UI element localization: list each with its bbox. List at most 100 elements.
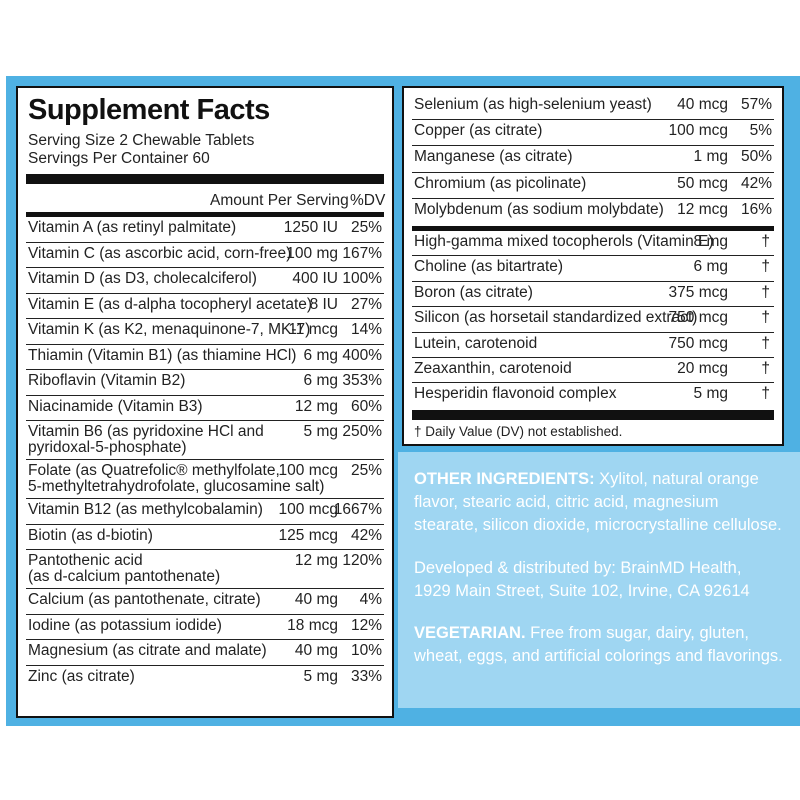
- nutrient-amount: 6 mg: [303, 372, 338, 389]
- nutrient-row: Vitamin C (as ascorbic acid, corn-free) 1…: [26, 243, 384, 268]
- nutrient-row: Selenium (as high-selenium yeast) 40 mcg 5…: [412, 94, 774, 121]
- nutrient-name: Molybdenum (as sodium molybdate): [414, 200, 664, 218]
- nutrient-name: Selenium (as high-selenium yeast): [414, 96, 652, 113]
- nutrient-amount: 100 mcg: [278, 501, 338, 518]
- nutrient-row: Vitamin K (as K2, menaquinone-7, MK-7) 11…: [26, 319, 384, 345]
- nutrient-dv: 100%: [342, 270, 382, 287]
- nutrient-row: Zeaxanthin, carotenoid 20 mcg †: [412, 358, 774, 384]
- nutrient-name: Zinc (as citrate): [28, 667, 135, 685]
- nutrient-name: Chromium (as picolinate): [414, 174, 587, 192]
- nutrient-amount: 50 mcg: [677, 174, 728, 192]
- nutrient-name: Vitamin D (as D3, cholecalciferol): [28, 270, 257, 287]
- nutrient-dv: 14%: [350, 321, 382, 338]
- supplement-facts-panel: Supplement Facts Serving Size 2 Chewable…: [16, 86, 394, 718]
- nutrient-name: Thiamin (Vitamin B1) (as thiamine HCl): [28, 346, 297, 364]
- nutrient-name: Manganese (as citrate): [414, 148, 573, 166]
- bottom-divider: [412, 410, 774, 420]
- nutrient-name: Hesperidin flavonoid complex: [414, 385, 617, 403]
- nutrient-name-line2: 5-methyltetrahydrofolate, glucosamine sa…: [28, 478, 325, 495]
- nutrient-dv: 353%: [342, 372, 382, 389]
- nutrient-amount: 375 mcg: [668, 283, 728, 301]
- nutrient-dv: †: [761, 283, 770, 301]
- nutrient-table-left: Vitamin A (as retinyl palmitate) 1250 IU 2…: [26, 217, 384, 691]
- nutrient-row: Niacinamide (Vitamin B3) 12 mg 60%: [26, 396, 384, 421]
- nutrient-name: Vitamin B6 (as pyridoxine HCl and: [28, 423, 264, 440]
- header-divider: [26, 212, 384, 217]
- nutrient-name: High-gamma mixed tocopherols (Vitamin E): [414, 233, 714, 250]
- nutrient-dv: 50%: [740, 148, 772, 166]
- nutrient-dv: 167%: [342, 244, 382, 262]
- nutrient-dv: †: [761, 233, 770, 250]
- nutrient-row: Folate (as Quatrefolic® methylfolate, 5-m…: [26, 460, 384, 499]
- dv-footnote: † Daily Value (DV) not established.: [414, 424, 623, 439]
- nutrient-amount: 20 mcg: [677, 359, 728, 377]
- nutrient-name: Lutein, carotenoid: [414, 334, 538, 352]
- nutrient-amount: 750 mcg: [668, 309, 728, 327]
- nutrient-amount: 8 IU: [309, 295, 338, 313]
- nutrient-row: Vitamin E (as d-alpha tocopheryl acetate…: [26, 294, 384, 319]
- nutrient-dv: 400%: [342, 346, 382, 364]
- nutrient-row: Pantothenic acid (as d-calcium pantothena…: [26, 550, 384, 589]
- other-ingredients-text: Xylitol, natural orange flavor, stearic …: [414, 470, 782, 534]
- nutrient-name: Vitamin C (as ascorbic acid, corn-free): [28, 244, 292, 262]
- nutrient-row: Manganese (as citrate) 1 mg 50%: [412, 146, 774, 173]
- nutrient-dv: 10%: [350, 642, 382, 659]
- nutrient-name: Riboflavin (Vitamin B2): [28, 372, 186, 389]
- nutrient-dv: 57%: [740, 96, 772, 113]
- nutrient-name: Vitamin E (as d-alpha tocopheryl acetate…: [28, 295, 313, 313]
- nutrient-row: Vitamin B6 (as pyridoxine HCl and pyridox…: [26, 421, 384, 460]
- nutrient-amount: 11 mcg: [288, 321, 338, 338]
- nutrient-row: Biotin (as d-biotin) 125 mcg 42%: [26, 525, 384, 550]
- nutrient-name: Magnesium (as citrate and malate): [28, 642, 267, 659]
- nutrient-row: Chromium (as picolinate) 50 mcg 42%: [412, 173, 774, 199]
- panel-title: Supplement Facts: [28, 94, 270, 126]
- nutrient-name: Vitamin K (as K2, menaquinone-7, MK-7): [28, 321, 311, 338]
- nutrient-name: Boron (as citrate): [414, 283, 533, 301]
- nutrient-row: Hesperidin flavonoid complex 5 mg †: [412, 383, 774, 408]
- nutrient-dv: 12%: [350, 616, 382, 634]
- nutrient-amount: 125 mcg: [278, 526, 338, 544]
- nutrient-row: Lutein, carotenoid 750 mcg †: [412, 333, 774, 358]
- nutrient-amount: 100 mcg: [668, 122, 728, 140]
- nutrient-amount: 40 mcg: [677, 96, 728, 113]
- dv-header: %DV: [350, 192, 386, 209]
- nutrient-row: Calcium (as pantothenate, citrate) 40 mg 4…: [26, 589, 384, 615]
- nutrient-row: Iodine (as potassium iodide) 18 mcg 12%: [26, 615, 384, 640]
- nutrient-amount: 12 mg: [294, 552, 338, 569]
- nutrient-name: Vitamin B12 (as methylcobalamin): [28, 501, 263, 518]
- nutrient-amount: 750 mcg: [668, 334, 728, 352]
- nutrient-dv: 27%: [350, 295, 382, 313]
- nutrient-row: Copper (as citrate) 100 mcg 5%: [412, 120, 774, 147]
- nutrient-amount: 6 mg: [303, 346, 338, 364]
- nutrient-amount: 1250 IU: [283, 219, 338, 236]
- nutrient-amount: 1 mg: [693, 148, 728, 166]
- mineral-table: Selenium (as high-selenium yeast) 40 mcg 5…: [412, 94, 774, 225]
- nutrient-dv: 33%: [350, 667, 382, 685]
- nutrient-name: Folate (as Quatrefolic® methylfolate,: [28, 462, 280, 479]
- nutrient-amount: 400 IU: [292, 270, 338, 287]
- nutrient-name: Copper (as citrate): [414, 122, 543, 140]
- nutrient-dv: †: [761, 334, 770, 352]
- vegetarian-label: VEGETARIAN.: [414, 624, 526, 642]
- nutrient-dv: †: [761, 359, 770, 377]
- nutrient-row: Vitamin A (as retinyl palmitate) 1250 IU 2…: [26, 217, 384, 243]
- nutrient-name: Zeaxanthin, carotenoid: [414, 359, 572, 377]
- nutrient-amount: 40 mg: [294, 642, 338, 659]
- nutrient-dv: 16%: [740, 200, 772, 218]
- nutrient-row: Riboflavin (Vitamin B2) 6 mg 353%: [26, 370, 384, 396]
- nutrient-amount: 100 mcg: [278, 462, 338, 479]
- nutrient-name: Choline (as bitartrate): [414, 258, 564, 276]
- nutrient-amount: 18 mcg: [287, 616, 338, 634]
- other-nutrient-table: High-gamma mixed tocopherols (Vitamin E)…: [412, 231, 774, 409]
- section-divider: [412, 226, 774, 231]
- nutrient-amount: 6 mg: [693, 258, 728, 276]
- nutrient-amount: 40 mg: [294, 591, 338, 608]
- nutrient-name: Niacinamide (Vitamin B3): [28, 397, 203, 415]
- nutrient-name: Vitamin A (as retinyl palmitate): [28, 219, 237, 236]
- servings-per-container: Servings Per Container 60: [28, 150, 210, 167]
- nutrient-dv: 42%: [350, 526, 382, 544]
- nutrient-row: Thiamin (Vitamin B1) (as thiamine HCl) 6 …: [26, 345, 384, 370]
- nutrient-dv: 60%: [350, 397, 382, 415]
- nutrient-name-line2: pyridoxal-5-phosphate): [28, 439, 187, 456]
